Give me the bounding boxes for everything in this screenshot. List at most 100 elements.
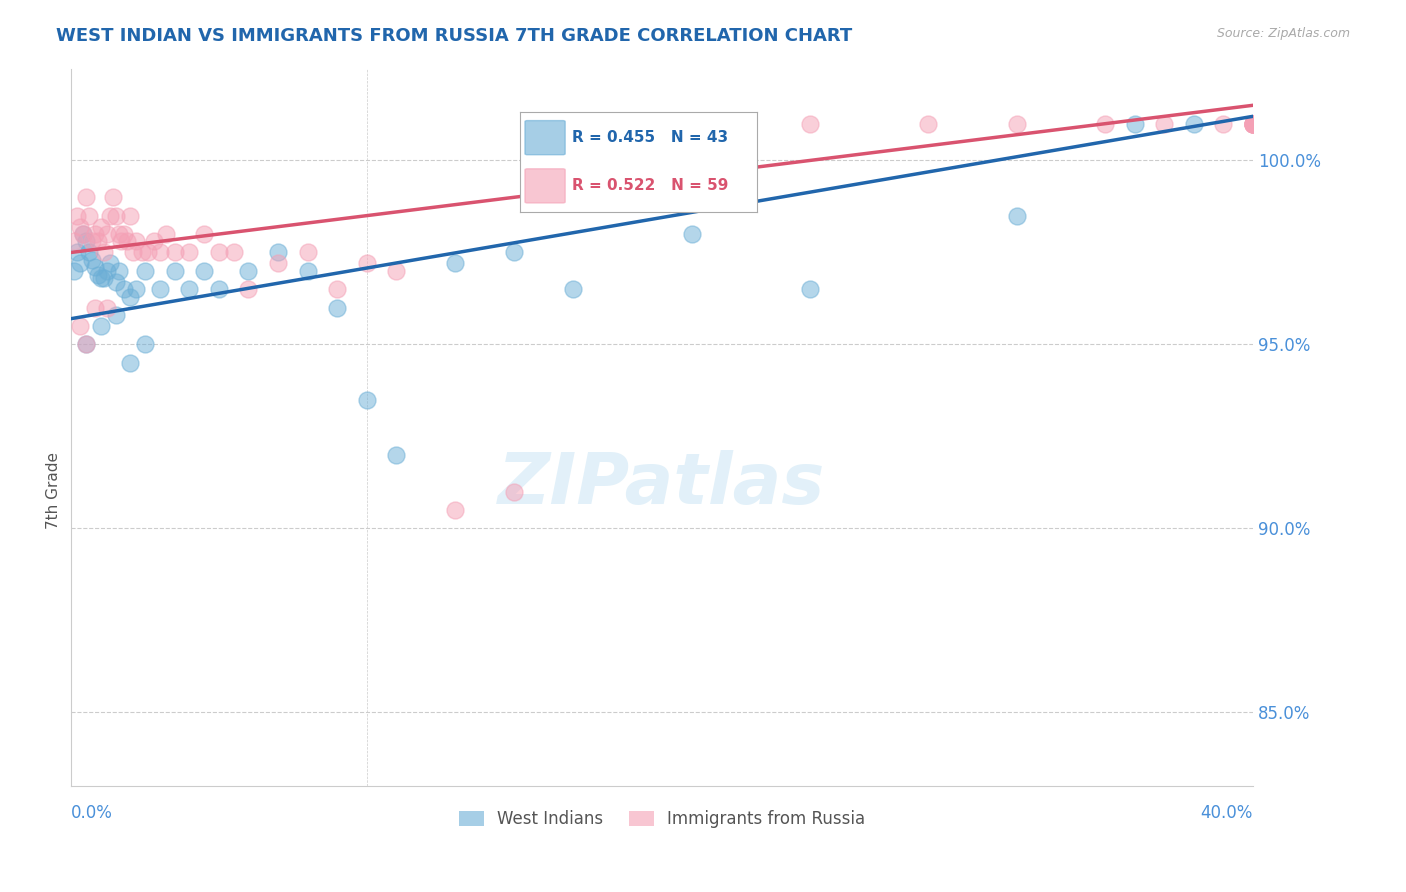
Point [120, 209, 142, 223]
Point [72, 227, 94, 241]
Point [142, 235, 165, 249]
Point [385, 264, 408, 278]
Point [134, 264, 156, 278]
Point [193, 227, 215, 241]
Point [1241, 117, 1264, 131]
Point [93, 245, 115, 260]
Point [1212, 117, 1234, 131]
Point [356, 392, 378, 407]
Point [72, 227, 94, 241]
Point [75, 235, 97, 249]
Point [75, 337, 97, 351]
Point [66, 209, 89, 223]
Point [131, 245, 153, 260]
Point [444, 256, 467, 270]
Point [125, 235, 148, 249]
Point [208, 245, 231, 260]
Point [80, 252, 103, 267]
Text: 7th Grade: 7th Grade [46, 452, 60, 529]
Point [77, 245, 100, 260]
Point [326, 282, 349, 296]
Point [149, 245, 172, 260]
Point [63, 235, 86, 249]
Point [101, 190, 124, 204]
Point [107, 264, 129, 278]
Point [503, 245, 526, 260]
Point [799, 282, 821, 296]
Point [208, 282, 231, 296]
Point [120, 356, 142, 370]
Point [104, 308, 127, 322]
Point [90, 271, 112, 285]
Point [98, 256, 121, 270]
Text: Source: ZipAtlas.com: Source: ZipAtlas.com [1216, 27, 1350, 40]
Point [125, 282, 148, 296]
Point [562, 282, 585, 296]
Point [1182, 117, 1205, 131]
Point [385, 448, 408, 462]
Point [87, 268, 110, 282]
Text: ZIPatlas: ZIPatlas [498, 450, 825, 519]
Point [267, 245, 290, 260]
Point [710, 117, 733, 131]
Point [104, 275, 127, 289]
Point [77, 209, 100, 223]
Point [69, 318, 91, 333]
Point [120, 289, 142, 303]
Point [179, 245, 201, 260]
Point [163, 245, 186, 260]
Point [1153, 117, 1175, 131]
Point [503, 484, 526, 499]
Legend: West Indians, Immigrants from Russia: West Indians, Immigrants from Russia [453, 804, 872, 835]
Point [267, 256, 290, 270]
Point [69, 256, 91, 270]
Point [193, 264, 215, 278]
Point [80, 235, 103, 249]
Point [149, 282, 172, 296]
Point [297, 245, 319, 260]
Point [136, 245, 159, 260]
Text: WEST INDIAN VS IMMIGRANTS FROM RUSSIA 7TH GRADE CORRELATION CHART: WEST INDIAN VS IMMIGRANTS FROM RUSSIA 7T… [56, 27, 852, 45]
Point [1241, 117, 1264, 131]
Point [122, 245, 145, 260]
Point [238, 282, 260, 296]
Point [83, 260, 105, 274]
Point [155, 227, 177, 241]
Point [1005, 117, 1028, 131]
Point [63, 264, 86, 278]
Point [238, 264, 260, 278]
Point [107, 227, 129, 241]
Point [1005, 209, 1028, 223]
Point [222, 245, 245, 260]
Point [326, 301, 349, 315]
Point [799, 117, 821, 131]
Point [87, 235, 110, 249]
Point [96, 301, 118, 315]
Point [104, 209, 127, 223]
Point [681, 227, 703, 241]
Point [179, 282, 201, 296]
Point [90, 219, 112, 234]
Point [444, 503, 467, 517]
Point [1241, 117, 1264, 131]
Point [112, 227, 135, 241]
Point [69, 219, 91, 234]
Point [96, 227, 118, 241]
Point [1241, 117, 1264, 131]
Point [117, 235, 139, 249]
Point [98, 209, 121, 223]
Point [917, 117, 939, 131]
Point [1241, 117, 1264, 131]
Point [93, 271, 115, 285]
Point [134, 337, 156, 351]
Point [297, 264, 319, 278]
Point [110, 235, 132, 249]
Point [1241, 117, 1264, 131]
Point [1123, 117, 1146, 131]
Point [592, 153, 614, 168]
Text: 40.0%: 40.0% [1201, 805, 1253, 822]
Point [83, 227, 105, 241]
Point [83, 301, 105, 315]
Point [163, 264, 186, 278]
Point [66, 245, 89, 260]
